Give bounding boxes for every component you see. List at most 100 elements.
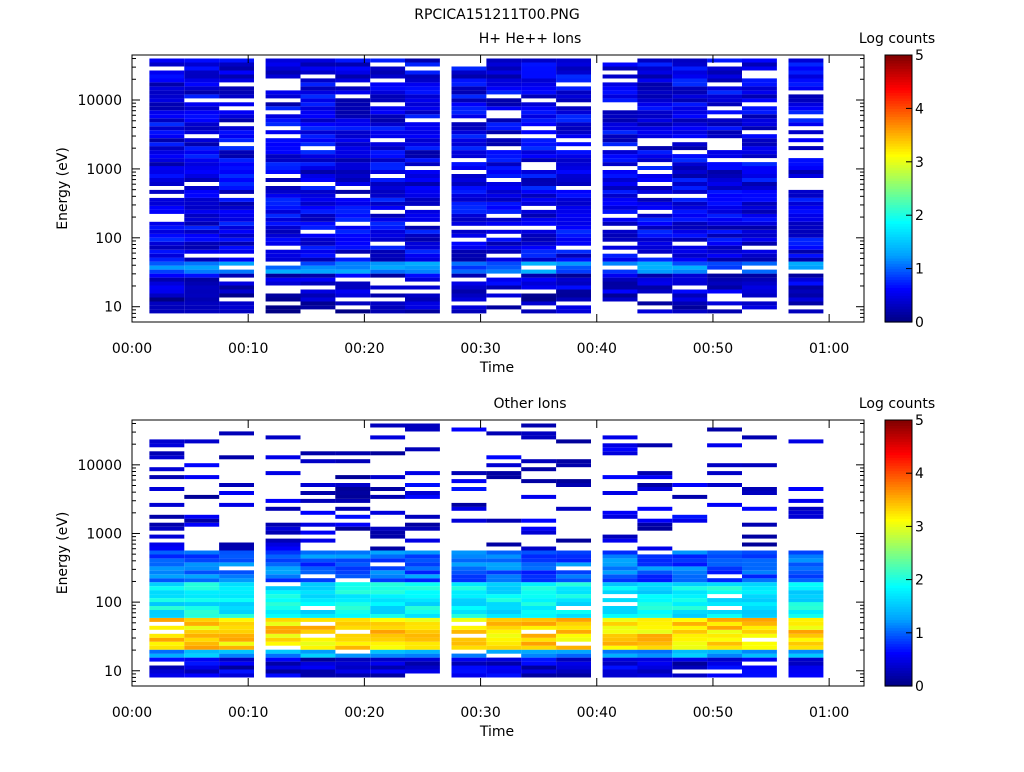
heatmap-cell: [672, 257, 708, 262]
colorbar-segment: [885, 100, 912, 104]
heatmap-cell: [265, 625, 301, 630]
heatmap-cell: [184, 641, 220, 646]
heatmap-cell: [300, 189, 336, 194]
heatmap-cell: [184, 233, 220, 238]
heatmap-cell: [707, 233, 742, 238]
heatmap-cell: [637, 665, 673, 670]
heatmap-cell: [637, 221, 673, 226]
heatmap-cell: [521, 189, 557, 194]
heatmap-cell: [149, 241, 185, 246]
heatmap-cell: [405, 122, 440, 127]
colorbar-segment: [885, 555, 912, 559]
heatmap-cell: [672, 130, 708, 135]
heatmap-cell: [486, 431, 522, 436]
heatmap-cell: [219, 86, 254, 91]
heatmap-cell: [335, 582, 371, 587]
heatmap-cell: [556, 570, 591, 575]
heatmap-cell: [788, 629, 824, 634]
colorbar-segment: [885, 159, 912, 163]
heatmap-cell: [672, 86, 708, 91]
heatmap-cell: [370, 225, 406, 230]
heatmap-cell: [602, 289, 638, 294]
heatmap-cell: [521, 423, 557, 428]
heatmap-cell: [149, 221, 185, 226]
heatmap-cell: [486, 166, 522, 170]
heatmap-cell: [637, 189, 673, 194]
heatmap-cell: [521, 186, 557, 190]
heatmap-cell: [707, 586, 742, 591]
heatmap-cell: [149, 305, 185, 310]
heatmap-cell: [742, 566, 777, 571]
heatmap-cell: [521, 217, 557, 222]
heatmap-cell: [742, 273, 777, 278]
colorbar-segment: [885, 284, 912, 288]
heatmap-cell: [265, 673, 301, 678]
colorbar-segment: [885, 646, 912, 650]
heatmap-cell: [149, 106, 185, 111]
heatmap-cell: [672, 229, 708, 234]
heatmap-cell: [602, 66, 638, 71]
heatmap-cell: [300, 582, 336, 587]
heatmap-cell: [788, 189, 824, 194]
heatmap-cell: [370, 590, 406, 595]
heatmap-cell: [184, 221, 220, 226]
heatmap-cell: [707, 217, 742, 222]
heatmap-cell: [370, 178, 406, 182]
heatmap-cell: [370, 205, 406, 210]
heatmap-cell: [672, 590, 708, 595]
heatmap-cell: [707, 237, 742, 242]
heatmap-cell: [707, 174, 742, 178]
heatmap-cell: [742, 586, 777, 591]
heatmap-cell: [521, 431, 557, 436]
heatmap-cell: [335, 154, 371, 159]
heatmap-cell: [556, 233, 591, 238]
heatmap-cell: [149, 249, 185, 254]
heatmap-cell: [335, 257, 371, 262]
heatmap-cell: [788, 62, 824, 67]
heatmap-cell: [707, 86, 742, 91]
heatmap-cell: [219, 213, 254, 218]
heatmap-cell: [672, 253, 708, 258]
heatmap-cell: [265, 106, 301, 111]
heatmap-cell: [556, 189, 591, 194]
heatmap-cell: [300, 673, 336, 678]
colorbar-segment: [885, 295, 912, 299]
heatmap-cell: [742, 209, 777, 214]
heatmap-cell: [265, 74, 301, 79]
heatmap-cell: [219, 58, 254, 63]
heatmap-cell: [451, 162, 487, 167]
heatmap-cell: [184, 494, 220, 499]
heatmap-cell: [149, 229, 185, 234]
heatmap-cell: [149, 78, 185, 83]
x-tick-label: 00:10: [228, 341, 268, 357]
heatmap-cell: [521, 590, 557, 595]
colorbar-segment: [885, 425, 912, 429]
heatmap-cell: [370, 594, 406, 599]
heatmap-cell: [184, 241, 220, 246]
colorbar-segment: [885, 87, 912, 91]
heatmap-cell: [486, 201, 522, 206]
heatmap-cell: [149, 98, 185, 103]
heatmap-cell: [149, 633, 185, 638]
heatmap-cell: [556, 479, 591, 484]
heatmap-cell: [265, 542, 301, 547]
heatmap-cell: [637, 229, 673, 234]
heatmap-cell: [265, 58, 301, 63]
heatmap-cell: [451, 154, 487, 159]
heatmap-cell: [637, 134, 673, 139]
heatmap-cell: [788, 205, 824, 210]
heatmap-cell: [219, 126, 254, 131]
heatmap-cell: [672, 221, 708, 226]
colorbar-segment: [885, 255, 912, 259]
colorbar-segment: [885, 121, 912, 126]
heatmap-cell: [486, 257, 522, 262]
heatmap-cell: [405, 225, 440, 230]
colorbar-segment: [885, 659, 912, 663]
heatmap-cell: [370, 245, 406, 250]
heatmap-cell: [637, 669, 673, 674]
heatmap-cell: [265, 665, 301, 670]
heatmap-cell: [637, 237, 673, 242]
heatmap-cell: [370, 150, 406, 155]
heatmap-cell: [521, 193, 557, 198]
heatmap-cell: [300, 237, 336, 242]
